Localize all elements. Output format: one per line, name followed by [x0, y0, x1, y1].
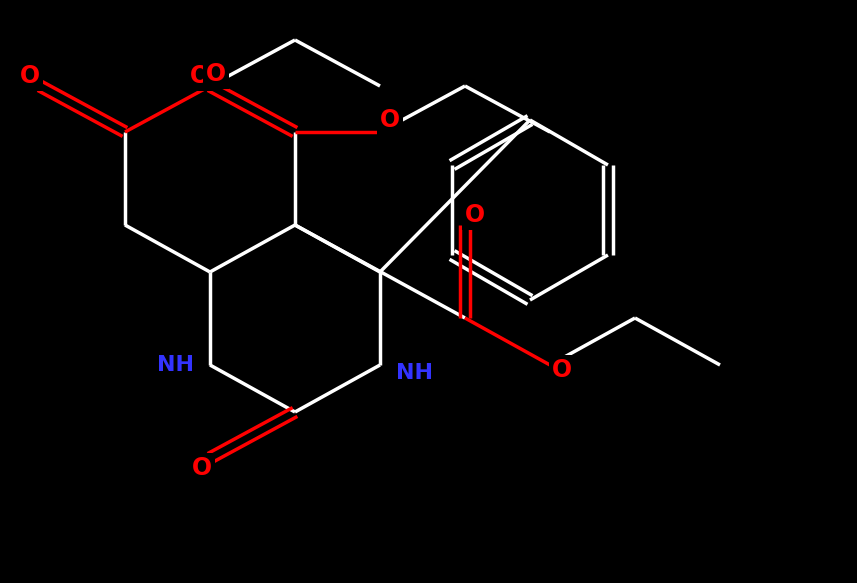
Text: O: O: [552, 358, 572, 382]
Text: O: O: [190, 64, 210, 88]
Text: O: O: [380, 108, 400, 132]
Text: O: O: [192, 456, 212, 480]
Text: NH: NH: [157, 355, 194, 375]
Text: O: O: [465, 203, 485, 227]
Text: NH: NH: [396, 363, 433, 383]
Text: O: O: [20, 64, 40, 88]
Text: O: O: [206, 62, 226, 86]
